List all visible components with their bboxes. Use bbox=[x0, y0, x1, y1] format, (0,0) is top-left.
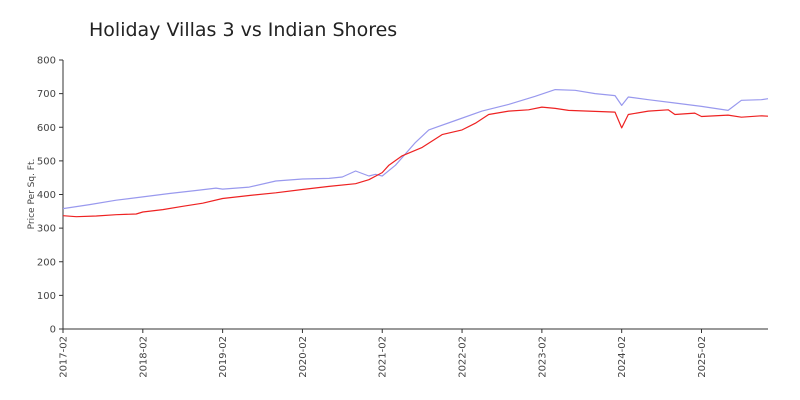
y-tick-label: 200 bbox=[37, 257, 56, 268]
y-tick-label: 300 bbox=[37, 224, 56, 235]
y-tick-label: 600 bbox=[37, 123, 56, 134]
chart-title: Holiday Villas 3 vs Indian Shores bbox=[89, 19, 397, 41]
y-tick-label: 800 bbox=[37, 56, 56, 67]
x-tick-label: 2024-02 bbox=[617, 336, 628, 378]
y-tick-label: 0 bbox=[50, 325, 56, 336]
x-tick-label: 2025-02 bbox=[697, 336, 708, 378]
x-tick-label: 2020-02 bbox=[298, 336, 309, 378]
y-axis-label: Price Per Sq. Ft. bbox=[27, 159, 37, 230]
y-tick-label: 100 bbox=[37, 291, 56, 302]
series-line-1 bbox=[62, 88, 769, 210]
x-tick-label: 2019-02 bbox=[218, 336, 229, 378]
x-tick-label: 2021-02 bbox=[378, 336, 389, 378]
x-tick-label: 2018-02 bbox=[138, 336, 149, 378]
series-line-2 bbox=[62, 106, 769, 218]
x-tick-label: 2022-02 bbox=[458, 336, 469, 378]
y-tick-label: 400 bbox=[37, 190, 56, 201]
x-tick-label: 2023-02 bbox=[537, 336, 548, 378]
x-tick-label: 2017-02 bbox=[59, 336, 70, 378]
y-tick-label: 500 bbox=[37, 156, 56, 167]
y-tick-label: 700 bbox=[37, 89, 56, 100]
plot-area: 0 100 200 300 400 500 600 700 800 2017-02 2018-02 2… bbox=[37, 56, 769, 378]
